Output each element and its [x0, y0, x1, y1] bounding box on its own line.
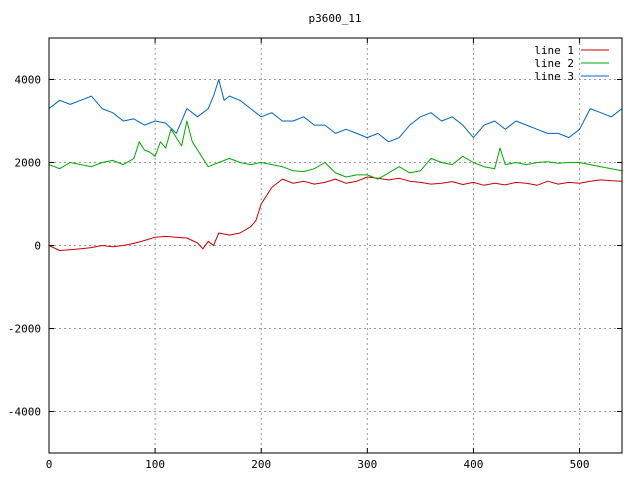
- y-tick-label: 0: [34, 240, 41, 253]
- y-tick-label: -4000: [8, 406, 41, 419]
- legend-label: line 3: [534, 70, 574, 83]
- legend-label: line 1: [534, 44, 574, 57]
- y-tick-label: 2000: [15, 157, 42, 170]
- x-tick-label: 500: [570, 458, 590, 471]
- x-tick-label: 100: [145, 458, 165, 471]
- grid: [49, 38, 622, 453]
- x-tick-label: 0: [46, 458, 53, 471]
- series-line-3: [48, 79, 623, 143]
- x-tick-label: 400: [464, 458, 484, 471]
- axis-ticks: 0 100 200 300 400 500 -4000 -2000 0 2000 4000: [8, 38, 622, 471]
- x-tick-label: 200: [251, 458, 271, 471]
- legend-label: line 2: [534, 57, 574, 70]
- series-group: [48, 79, 623, 251]
- y-tick-label: 4000: [15, 74, 42, 87]
- series-line-1: [48, 176, 623, 251]
- y-tick-label: -2000: [8, 323, 41, 336]
- plot-frame: [48, 37, 623, 454]
- x-tick-label: 300: [357, 458, 377, 471]
- chart-title: p3600_11: [309, 12, 362, 25]
- series-line-2: [48, 120, 623, 180]
